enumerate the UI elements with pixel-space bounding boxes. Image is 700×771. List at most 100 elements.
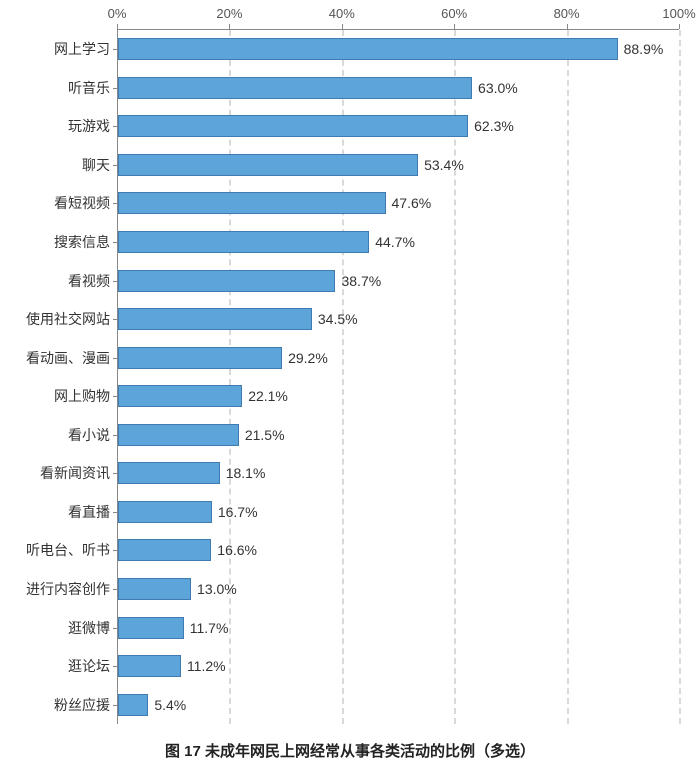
bar xyxy=(118,115,468,137)
bar-row: 看短视频 47.6% xyxy=(0,184,700,223)
value-label: 22.1% xyxy=(248,388,288,404)
bar-row: 使用社交网站 34.5% xyxy=(0,300,700,339)
category-label: 看短视频 xyxy=(0,193,110,213)
value-label: 11.2% xyxy=(187,658,226,674)
category-label: 逛微博 xyxy=(0,618,110,638)
x-tick-mark xyxy=(679,24,680,29)
x-tick-label: 20% xyxy=(216,6,242,21)
category-label: 听电台、听书 xyxy=(0,540,110,560)
bar-row: 看动画、漫画 29.2% xyxy=(0,338,700,377)
value-label: 11.7% xyxy=(190,620,229,636)
y-tick-mark xyxy=(113,628,117,629)
value-label: 18.1% xyxy=(226,465,266,481)
value-label: 21.5% xyxy=(245,427,285,443)
category-label: 看直播 xyxy=(0,502,110,522)
value-label: 47.6% xyxy=(392,195,432,211)
bar-row: 逛微博 11.7% xyxy=(0,608,700,647)
value-label: 53.4% xyxy=(424,157,464,173)
value-label: 38.7% xyxy=(341,273,381,289)
bar xyxy=(118,77,472,99)
bar-row: 听电台、听书 16.6% xyxy=(0,531,700,570)
category-label: 看视频 xyxy=(0,271,110,291)
chart-caption: 图 17 未成年网民上网经常从事各类活动的比例（多选） xyxy=(0,740,700,761)
bar xyxy=(118,38,618,60)
y-tick-mark xyxy=(113,358,117,359)
category-label: 网上学习 xyxy=(0,39,110,59)
y-tick-mark xyxy=(113,666,117,667)
x-tick-label: 100% xyxy=(662,6,695,21)
bar xyxy=(118,694,148,716)
bar-row: 逛论坛 11.2% xyxy=(0,647,700,686)
bar-row: 听音乐 63.0% xyxy=(0,69,700,108)
y-tick-mark xyxy=(113,126,117,127)
category-label: 网上购物 xyxy=(0,386,110,406)
category-label: 看新闻资讯 xyxy=(0,463,110,483)
bar-row: 网上购物 22.1% xyxy=(0,377,700,416)
bar-row: 看新闻资讯 18.1% xyxy=(0,454,700,493)
category-label: 进行内容创作 xyxy=(0,579,110,599)
value-label: 16.6% xyxy=(217,542,257,558)
value-label: 13.0% xyxy=(197,581,237,597)
bar xyxy=(118,385,242,407)
y-tick-mark xyxy=(113,550,117,551)
x-tick-label: 60% xyxy=(441,6,467,21)
y-tick-mark xyxy=(113,512,117,513)
bar xyxy=(118,347,282,369)
category-label: 逛论坛 xyxy=(0,656,110,676)
bar xyxy=(118,424,239,446)
category-label: 聊天 xyxy=(0,155,110,175)
bar xyxy=(118,655,181,677)
x-tick-label: 80% xyxy=(554,6,580,21)
category-label: 看动画、漫画 xyxy=(0,348,110,368)
value-label: 16.7% xyxy=(218,504,258,520)
category-label: 玩游戏 xyxy=(0,116,110,136)
y-tick-mark xyxy=(113,165,117,166)
bar xyxy=(118,462,220,484)
y-tick-mark xyxy=(113,435,117,436)
y-tick-mark xyxy=(113,88,117,89)
x-tick-label: 0% xyxy=(108,6,127,21)
y-tick-mark xyxy=(113,319,117,320)
value-label: 63.0% xyxy=(478,80,518,96)
bar-row: 看直播 16.7% xyxy=(0,493,700,532)
x-tick-label: 40% xyxy=(329,6,355,21)
category-label: 看小说 xyxy=(0,425,110,445)
value-label: 44.7% xyxy=(375,234,415,250)
y-tick-mark xyxy=(113,242,117,243)
value-label: 29.2% xyxy=(288,350,328,366)
y-tick-mark xyxy=(113,589,117,590)
y-tick-mark xyxy=(113,396,117,397)
chart-container: 0% 20% 40% 60% 80% 100% 网上学习 88.9% 听音乐 63.0% 玩游戏 6… xyxy=(0,0,700,771)
bar xyxy=(118,578,191,600)
bar xyxy=(118,154,418,176)
category-label: 听音乐 xyxy=(0,78,110,98)
bar-row: 看小说 21.5% xyxy=(0,416,700,455)
category-label: 使用社交网站 xyxy=(0,309,110,329)
category-label: 搜索信息 xyxy=(0,232,110,252)
y-tick-mark xyxy=(113,203,117,204)
bar xyxy=(118,617,184,639)
category-label: 粉丝应援 xyxy=(0,695,110,715)
value-label: 34.5% xyxy=(318,311,358,327)
value-label: 88.9% xyxy=(624,41,664,57)
bar-row: 搜索信息 44.7% xyxy=(0,223,700,262)
y-tick-mark xyxy=(113,705,117,706)
value-label: 5.4% xyxy=(154,697,186,713)
bar xyxy=(118,270,335,292)
bar-row: 看视频 38.7% xyxy=(0,261,700,300)
bar xyxy=(118,308,312,330)
bar xyxy=(118,231,369,253)
bar-row: 玩游戏 62.3% xyxy=(0,107,700,146)
bar-row: 聊天 53.4% xyxy=(0,146,700,185)
value-label: 62.3% xyxy=(474,118,514,134)
plot-area: 网上学习 88.9% 听音乐 63.0% 玩游戏 62.3% 聊天 53.4% 看短视频 47.6… xyxy=(0,30,700,724)
y-tick-mark xyxy=(113,473,117,474)
y-tick-mark xyxy=(113,281,117,282)
bar xyxy=(118,539,211,561)
y-tick-mark xyxy=(113,49,117,50)
bar xyxy=(118,501,212,523)
x-axis: 0% 20% 40% 60% 80% 100% xyxy=(0,0,700,30)
bar-row: 网上学习 88.9% xyxy=(0,30,700,69)
bar-row: 粉丝应援 5.4% xyxy=(0,685,700,724)
bar xyxy=(118,192,386,214)
